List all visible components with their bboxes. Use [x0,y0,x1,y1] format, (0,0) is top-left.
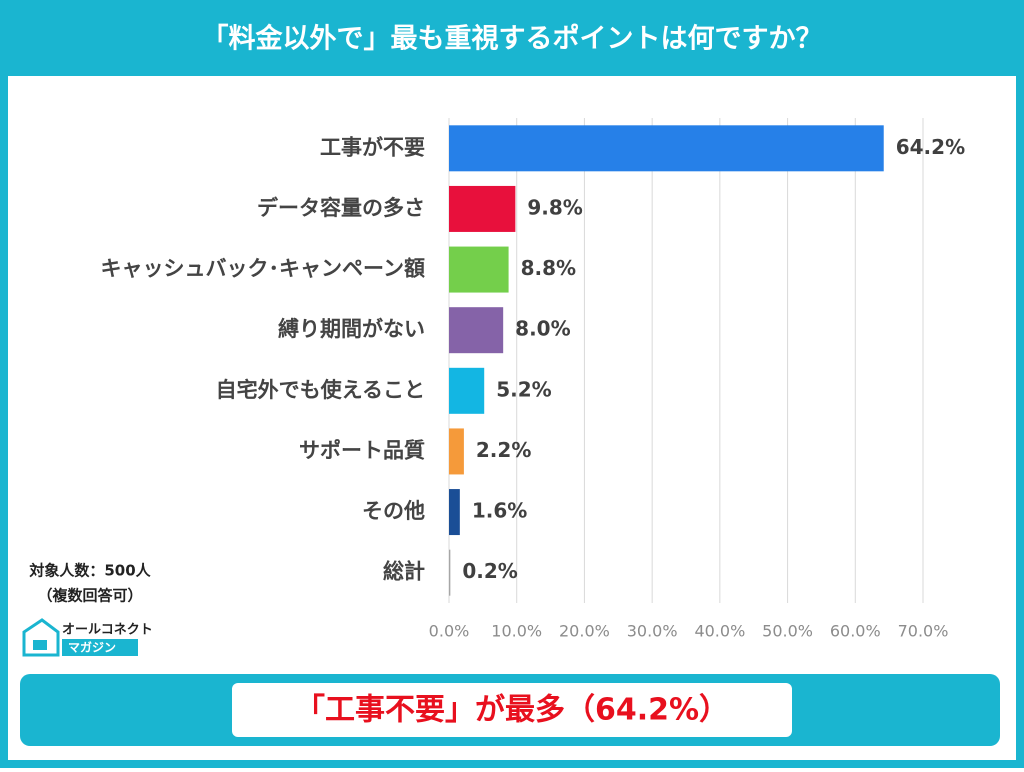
note: （複数回答可） [37,587,142,605]
value-label: 5.2% [496,377,551,401]
category-label: 縛り期間がない [278,317,425,341]
conclusion-inner [232,683,792,737]
logo-icon [22,618,60,657]
category-label: 工事が不要 [320,135,425,159]
logo-sub: マガジン [68,640,116,655]
value-label: 0.2% [462,559,517,583]
x-tick-label: 60.0% [830,622,881,641]
x-tick-label: 30.0% [627,622,678,641]
conclusion: 「工事不要」が最多（64.2%） [295,693,729,728]
x-tick-label: 50.0% [762,622,813,641]
bar [449,428,464,475]
bar [449,125,884,172]
category-label: その他 [362,499,425,523]
value-label: 2.2% [476,438,531,462]
panel [8,76,1016,760]
logo-box [62,639,138,656]
value-label: 8.0% [515,317,570,341]
category-label: データ容量の多さ [257,196,425,220]
category-label: サポート品質 [299,438,425,462]
value-label: 64.2% [896,135,965,159]
note: 対象人数：500人 [28,562,151,580]
logo-name: オールコネクト [62,623,153,638]
x-tick-label: 70.0% [898,622,949,641]
x-tick-label: 10.0% [491,622,542,641]
x-tick-label: 20.0% [559,622,610,641]
bar [449,549,451,596]
bar [449,246,509,293]
value-label: 9.8% [527,195,582,219]
x-tick-label: 40.0% [694,622,745,641]
value-label: 1.6% [472,499,527,523]
value-label: 8.8% [521,256,576,280]
bar [449,185,516,232]
logo-icon [33,640,47,650]
category-label: 総計 [383,560,425,584]
x-tick-label: 0.0% [429,622,470,641]
category-label: キャッシュバック･キャンペーン額 [101,257,425,281]
bar [449,489,460,536]
bar [449,307,504,354]
logo: オールコネクト マガジン [22,618,153,657]
chart-title: 「料金以外で」最も重視するポイントは何ですか？ [202,23,823,55]
category-label: 自宅外でも使えること [216,378,425,402]
bar [449,367,485,414]
